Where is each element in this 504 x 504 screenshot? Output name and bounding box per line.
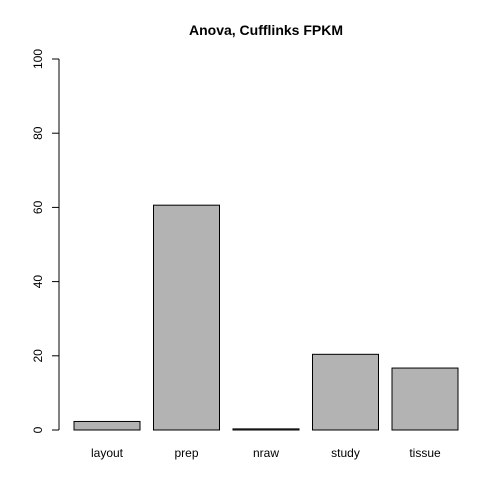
y-tick-label: 80 bbox=[31, 126, 45, 140]
bar-layout bbox=[73, 420, 141, 431]
x-tick-label-tissue: tissue bbox=[409, 446, 441, 460]
y-tick-label: 40 bbox=[31, 275, 45, 289]
y-tick-label: 100 bbox=[31, 49, 45, 69]
y-tick-label: 20 bbox=[31, 349, 45, 363]
y-tick-label: 0 bbox=[31, 426, 45, 433]
bar-prep bbox=[153, 204, 220, 431]
bar-tissue bbox=[391, 367, 459, 431]
bars bbox=[73, 204, 459, 431]
bar-study bbox=[312, 353, 379, 431]
x-tick-label-study: study bbox=[331, 446, 360, 460]
y-axis: 0 20 40 60 80 100 bbox=[31, 49, 60, 433]
x-tick-label-nraw: nraw bbox=[253, 446, 279, 460]
x-tick-label-prep: prep bbox=[174, 446, 198, 460]
x-axis-labels: layout prep nraw study tissue bbox=[91, 446, 441, 460]
bar-nraw bbox=[232, 428, 300, 431]
y-tick-label: 60 bbox=[31, 200, 45, 214]
chart-title: Anova, Cufflinks FPKM bbox=[189, 22, 343, 38]
x-tick-label-layout: layout bbox=[91, 446, 124, 460]
